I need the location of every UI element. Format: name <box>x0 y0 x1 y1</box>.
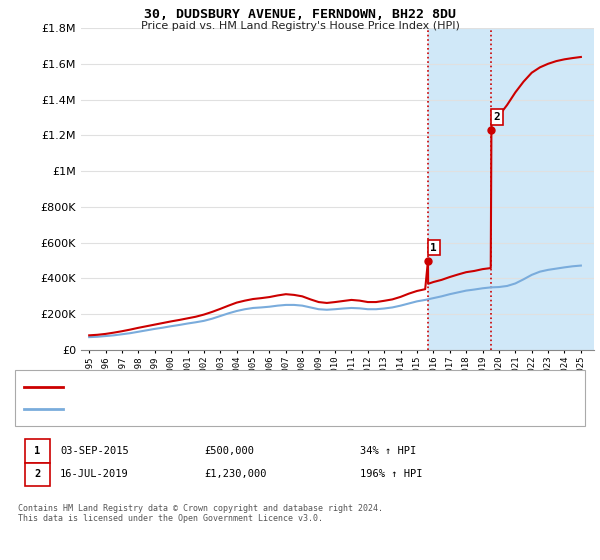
Text: 30, DUDSBURY AVENUE, FERNDOWN, BH22 8DU (detached house): 30, DUDSBURY AVENUE, FERNDOWN, BH22 8DU … <box>69 381 398 391</box>
Text: 2: 2 <box>494 112 500 122</box>
Text: 1: 1 <box>430 242 437 253</box>
Text: £1,230,000: £1,230,000 <box>204 469 266 479</box>
Text: 196% ↑ HPI: 196% ↑ HPI <box>360 469 422 479</box>
Text: Contains HM Land Registry data © Crown copyright and database right 2024.
This d: Contains HM Land Registry data © Crown c… <box>18 504 383 524</box>
Bar <box>428 28 491 350</box>
Text: 16-JUL-2019: 16-JUL-2019 <box>60 469 129 479</box>
Text: HPI: Average price, detached house, Dorset: HPI: Average price, detached house, Dors… <box>69 404 316 414</box>
Text: 30, DUDSBURY AVENUE, FERNDOWN, BH22 8DU: 30, DUDSBURY AVENUE, FERNDOWN, BH22 8DU <box>144 8 456 21</box>
Text: Price paid vs. HM Land Registry's House Price Index (HPI): Price paid vs. HM Land Registry's House … <box>140 21 460 31</box>
Text: 34% ↑ HPI: 34% ↑ HPI <box>360 446 416 456</box>
Bar <box>491 28 594 350</box>
Text: 2: 2 <box>34 469 40 479</box>
Text: 03-SEP-2015: 03-SEP-2015 <box>60 446 129 456</box>
Text: 1: 1 <box>34 446 40 456</box>
Text: £500,000: £500,000 <box>204 446 254 456</box>
